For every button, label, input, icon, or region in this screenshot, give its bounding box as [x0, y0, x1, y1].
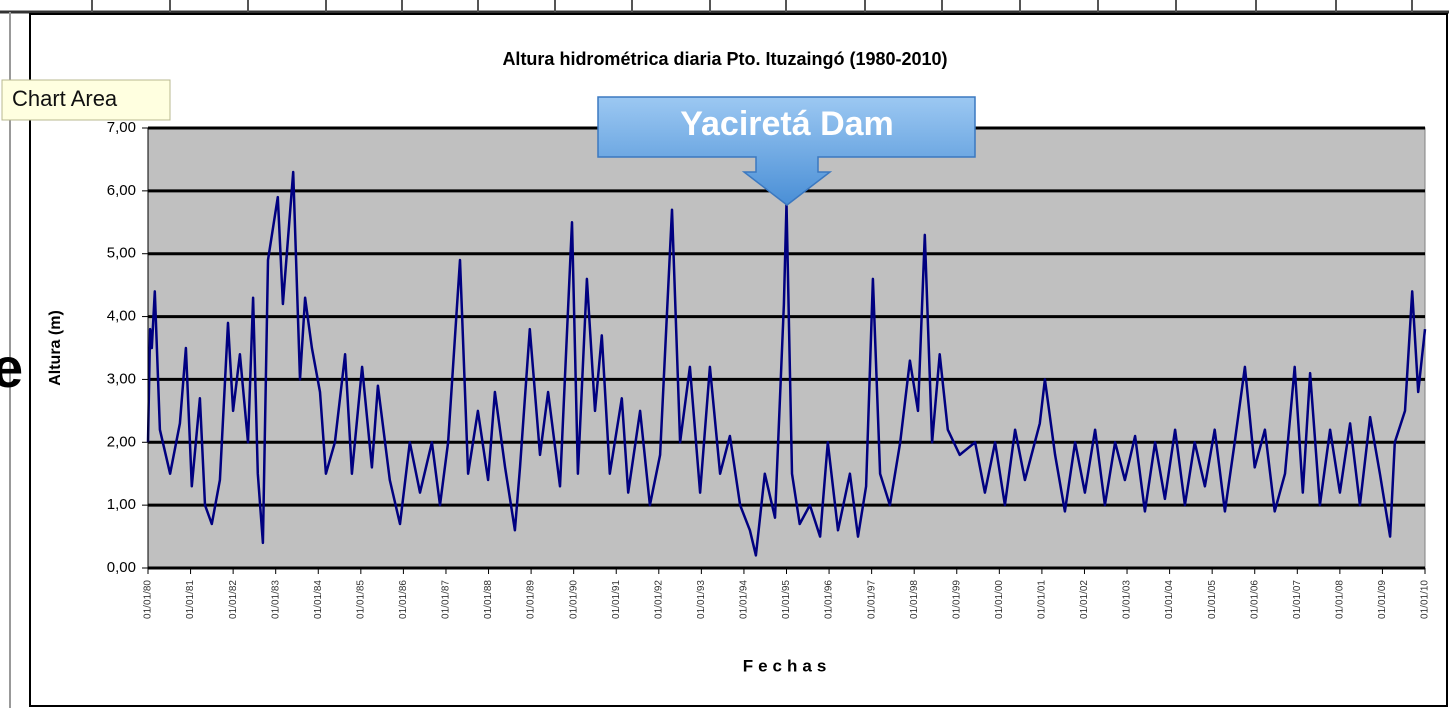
x-tick-label: 01/01/00 [994, 580, 1005, 619]
x-tick-label: 01/01/91 [611, 580, 622, 619]
y-tick-label: 5,00 [107, 245, 136, 262]
x-tick-label: 01/01/06 [1249, 580, 1260, 619]
x-tick-label: 01/01/96 [824, 580, 835, 619]
x-tick-label: 01/01/04 [1164, 580, 1175, 619]
x-tick-label: 01/01/02 [1079, 580, 1090, 619]
x-tick-label: 01/01/99 [951, 580, 962, 619]
callout [597, 96, 976, 206]
x-tick-label: 01/01/80 [143, 580, 154, 619]
y-tick-label: 6,00 [107, 182, 136, 199]
x-tick-label: 01/01/05 [1207, 580, 1218, 619]
x-tick-label: 01/01/08 [1335, 580, 1346, 619]
annotation: Yaciretá Dam [680, 105, 894, 143]
x-tick-label: 01/01/95 [781, 580, 792, 619]
y-axis-label: Altura (m) [47, 310, 64, 386]
plot: 0,00 1,00 2,00 3,00 4,00 5,00 6,00 7,00 01/01/80… [107, 119, 1431, 619]
x-tick-label: 01/01/85 [355, 580, 366, 619]
x-tick-label: 01/01/07 [1292, 580, 1303, 619]
x-tick-label: 01/01/89 [526, 580, 537, 619]
tooltip: Chart Area [12, 86, 118, 111]
x-tick-label: 01/01/97 [866, 580, 877, 619]
x-tick-label: 01/01/82 [228, 580, 239, 619]
x-tick-label: 01/01/81 [185, 580, 196, 619]
x-tick-label: 01/01/83 [270, 580, 281, 619]
x-tick-label: 01/01/01 [1037, 580, 1048, 619]
x-tick-label: 01/01/09 [1377, 580, 1388, 619]
x-tick-label: 01/01/10 [1420, 580, 1431, 619]
x-tick-label: 01/01/88 [483, 580, 494, 619]
y-tick-label: 0,00 [107, 559, 136, 576]
chart-title: Altura hidrométrica diaria Pto. Ituzaing… [502, 49, 947, 69]
y-tick-label: 4,00 [107, 308, 136, 325]
y-tick-label: 3,00 [107, 370, 136, 387]
x-tick-label: 01/01/94 [739, 580, 750, 619]
x-tick-label: 01/01/86 [398, 580, 409, 619]
x-tick-label: 01/01/92 [653, 580, 664, 619]
y-tick-label: 7,00 [107, 119, 136, 136]
x-tick-label: 01/01/93 [696, 580, 707, 619]
tooltip-box [1, 79, 171, 121]
y-tick-label: 1,00 [107, 496, 136, 513]
x-tick-label: 01/01/90 [568, 580, 579, 619]
y-tick-label: 2,00 [107, 433, 136, 450]
data-line [146, 170, 1427, 557]
x-axis-label: Fechas [743, 656, 832, 675]
x-tick-label: 01/01/84 [313, 580, 324, 619]
background-text: e [0, 336, 23, 399]
x-tick-label: 01/01/03 [1122, 580, 1133, 619]
x-tick-label: 01/01/98 [909, 580, 920, 619]
x-tick-label: 01/01/87 [441, 580, 452, 619]
